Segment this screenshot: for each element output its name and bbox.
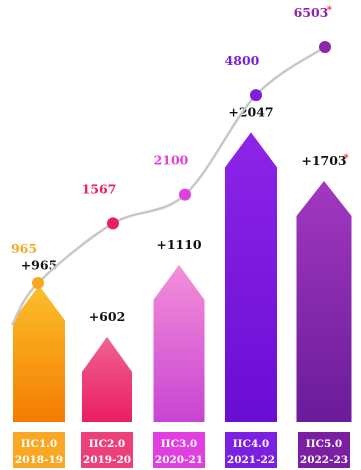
bar-increase-label: +1703 xyxy=(301,153,346,168)
cumulative-point xyxy=(319,41,331,53)
category-label-line2: 2022-23 xyxy=(300,454,348,466)
category-label-line2: 2020-21 xyxy=(155,454,203,466)
cumulative-value-label: 965 xyxy=(11,241,37,256)
asterisk-mark: * xyxy=(344,153,350,164)
bar-4 xyxy=(225,132,277,423)
category-label-box xyxy=(153,432,205,468)
cumulative-point xyxy=(32,277,44,289)
category-label-line1: IIC2.0 xyxy=(89,438,125,450)
bar-increase-label: +602 xyxy=(89,309,126,324)
cumulative-point xyxy=(179,188,191,201)
cumulative-value-label: 6503 xyxy=(294,5,329,20)
category-label-box xyxy=(13,432,65,468)
bar-increase-label: +965 xyxy=(21,257,58,272)
asterisk-mark: * xyxy=(327,5,333,16)
category-label-line1: IIC3.0 xyxy=(161,438,197,450)
cumulative-point xyxy=(107,217,119,230)
category-label-box xyxy=(225,432,277,468)
category-label-line1: IIC5.0 xyxy=(306,438,342,450)
bar-3 xyxy=(153,264,205,422)
bar-2 xyxy=(82,336,132,422)
bar-5 xyxy=(296,181,352,422)
category-label-line2: 2018-19 xyxy=(15,454,63,466)
category-label-line1: IIC4.0 xyxy=(233,438,269,450)
category-label-line2: 2019-20 xyxy=(83,454,131,466)
category-label-box xyxy=(81,432,133,468)
category-label-line2: 2021-22 xyxy=(227,454,275,466)
category-label-line1: IIC1.0 xyxy=(21,438,57,450)
bar-increase-label: +1110 xyxy=(156,237,202,252)
cumulative-value-label: 1567 xyxy=(82,181,117,196)
bar-increase-label: +2047 xyxy=(228,104,273,119)
category-label-box xyxy=(298,432,350,468)
cumulative-value-label: 2100 xyxy=(154,153,189,168)
cumulative-point xyxy=(250,89,262,102)
cumulative-value-label: 4800 xyxy=(225,53,260,68)
bar-1 xyxy=(13,285,65,422)
